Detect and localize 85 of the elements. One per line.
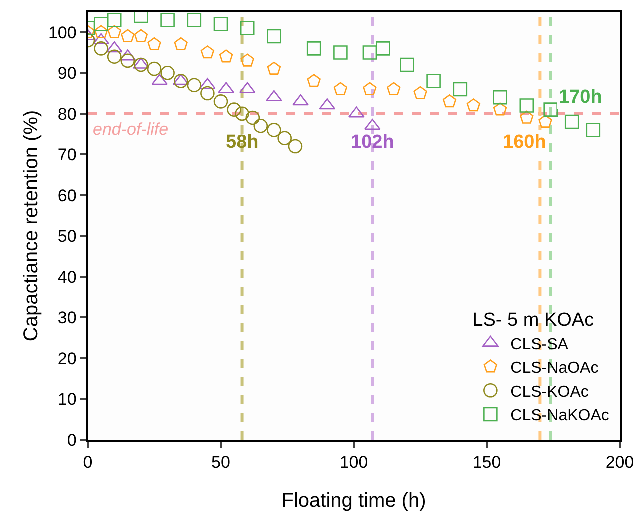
point — [147, 62, 162, 76]
y-tick-label: 60 — [58, 186, 77, 206]
point — [235, 106, 250, 122]
point — [363, 82, 377, 96]
y-axis-title: Capactiance retention (%) — [20, 110, 42, 342]
annotation: 58h — [226, 132, 259, 153]
y-tick-label: 0 — [67, 430, 77, 450]
point — [187, 13, 202, 28]
point — [94, 42, 108, 56]
point — [334, 46, 348, 60]
annotation: 170h — [559, 87, 602, 108]
x-tick-label: 50 — [212, 453, 230, 472]
y-tick-label: 50 — [58, 227, 77, 246]
point — [94, 17, 108, 32]
point — [94, 25, 108, 38]
x-tick-label: 150 — [472, 453, 502, 472]
point — [362, 46, 378, 60]
legend-title: LS- 5 m KOAc — [472, 310, 594, 332]
y-tick-label: 100 — [48, 23, 77, 42]
point — [364, 118, 381, 130]
x-tick-label: 0 — [83, 453, 93, 472]
point — [214, 94, 228, 109]
point — [564, 114, 580, 130]
point — [307, 74, 321, 88]
point — [267, 29, 282, 44]
point — [466, 98, 481, 112]
point — [240, 21, 255, 36]
point — [400, 58, 414, 72]
point — [160, 13, 175, 28]
y-tick-label: 10 — [58, 390, 77, 410]
point — [278, 131, 292, 146]
annotation: end-of-life — [93, 120, 169, 139]
point — [107, 50, 122, 64]
point — [148, 37, 162, 51]
x-tick-label: 100 — [340, 453, 368, 472]
annotation: 160h — [503, 132, 546, 153]
y-tick-label: 30 — [58, 308, 77, 328]
annotation: 102h — [351, 132, 394, 153]
point — [200, 86, 215, 101]
point — [134, 58, 148, 72]
point — [107, 13, 122, 28]
point — [174, 74, 188, 88]
point — [376, 42, 390, 56]
y-tick-label: 90 — [58, 64, 77, 84]
point — [544, 102, 558, 117]
point — [520, 110, 534, 124]
point — [426, 74, 441, 88]
point — [214, 17, 228, 32]
point — [134, 29, 148, 42]
point — [334, 82, 348, 96]
legend-label: CLS-SA — [510, 336, 569, 354]
point — [493, 102, 508, 116]
point — [493, 90, 508, 105]
x-tick-label: 200 — [606, 453, 634, 472]
point — [414, 86, 428, 100]
point — [538, 114, 552, 128]
point — [520, 98, 534, 113]
point — [227, 102, 242, 117]
point — [267, 62, 282, 75]
point — [246, 110, 260, 126]
y-tick-label: 40 — [58, 268, 77, 287]
point — [240, 54, 254, 67]
point — [121, 29, 135, 42]
point — [219, 50, 234, 63]
y-tick-label: 20 — [58, 349, 77, 368]
y-tick-label: 80 — [58, 104, 77, 124]
legend-label: CLS-KOAc — [510, 384, 589, 401]
point — [120, 54, 136, 68]
point — [108, 25, 122, 38]
point — [288, 139, 303, 154]
point — [160, 66, 175, 80]
point — [267, 123, 282, 138]
x-axis-title: Floating time (h) — [282, 490, 426, 512]
point — [387, 82, 401, 96]
point — [453, 82, 468, 97]
point — [442, 94, 457, 108]
point — [306, 42, 322, 56]
point — [200, 46, 215, 59]
y-tick-label: 70 — [58, 146, 77, 165]
legend-label: CLS-NaKOAc — [510, 408, 610, 425]
legend-label: CLS-NaOAc — [510, 360, 599, 378]
point — [187, 78, 202, 93]
point — [254, 118, 268, 134]
point — [174, 37, 188, 51]
point — [586, 123, 601, 138]
